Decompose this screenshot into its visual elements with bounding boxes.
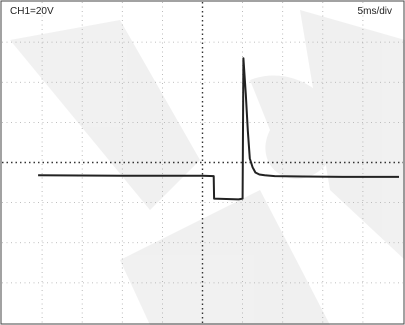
trace-group [38, 57, 399, 201]
trace-line-1 [38, 57, 399, 201]
watermark-logo [10, 10, 405, 325]
channel-label: CH1=20V [10, 6, 54, 17]
graticule-grid [2, 2, 403, 323]
timebase-label: 5ms/div [358, 6, 392, 17]
